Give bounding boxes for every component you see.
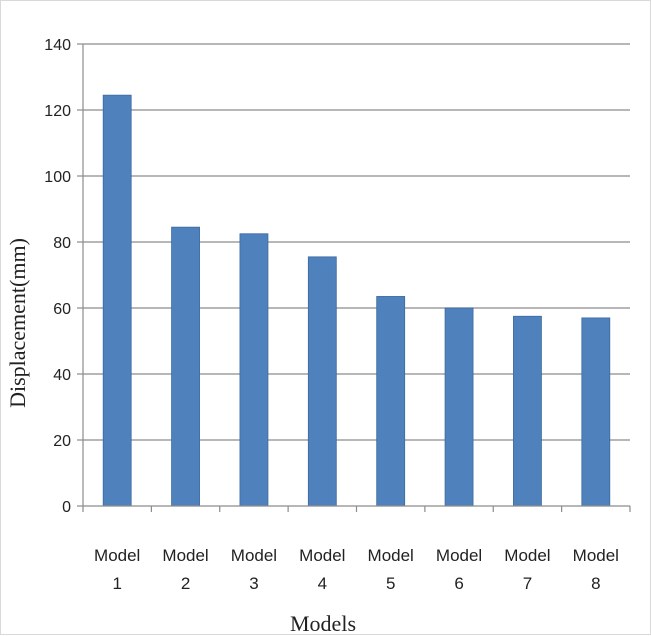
x-category-label: 6 <box>454 574 463 593</box>
x-category-label: 8 <box>591 574 600 593</box>
x-category-label: 5 <box>386 574 395 593</box>
bar <box>171 226 200 507</box>
y-tick-label: 120 <box>44 103 71 120</box>
x-category-label: 3 <box>249 574 258 593</box>
bar <box>444 307 474 507</box>
y-axis-title: Displacement(mm) <box>5 238 30 408</box>
bar <box>376 296 406 507</box>
x-category-label: 1 <box>112 574 121 593</box>
bar <box>102 94 132 507</box>
bar <box>513 315 542 507</box>
y-tick-label: 20 <box>53 433 71 450</box>
y-tick-labels: 0 20 40 60 80 100 120 140 <box>44 37 71 516</box>
x-category-label: Model <box>94 546 140 565</box>
x-category-label: Model <box>299 546 345 565</box>
x-category-label: 4 <box>318 574 327 593</box>
x-category-labels: Model 1 Model 2 Model 3 Model 4 Model 5 Model 6 Mode… <box>94 546 619 593</box>
gridlines <box>83 43 630 441</box>
bar <box>581 317 611 507</box>
y-tick-label: 80 <box>53 235 71 252</box>
x-category-label: Model <box>504 546 550 565</box>
y-tick-label: 60 <box>53 301 71 318</box>
x-category-label: 2 <box>181 574 190 593</box>
bar <box>307 256 337 507</box>
x-category-label: Model <box>368 546 414 565</box>
y-tick-label: 0 <box>62 499 71 516</box>
bar <box>239 233 269 507</box>
bars <box>102 94 611 507</box>
x-category-label: Model <box>162 546 208 565</box>
axes <box>77 43 631 512</box>
y-tick-label: 100 <box>44 169 71 186</box>
x-axis-title: Models <box>290 611 356 636</box>
x-category-label: Model <box>436 546 482 565</box>
x-category-label: 7 <box>523 574 532 593</box>
x-category-label: Model <box>231 546 277 565</box>
y-tick-label: 140 <box>44 37 71 54</box>
x-category-label: Model <box>573 546 619 565</box>
y-tick-label: 40 <box>53 367 71 384</box>
